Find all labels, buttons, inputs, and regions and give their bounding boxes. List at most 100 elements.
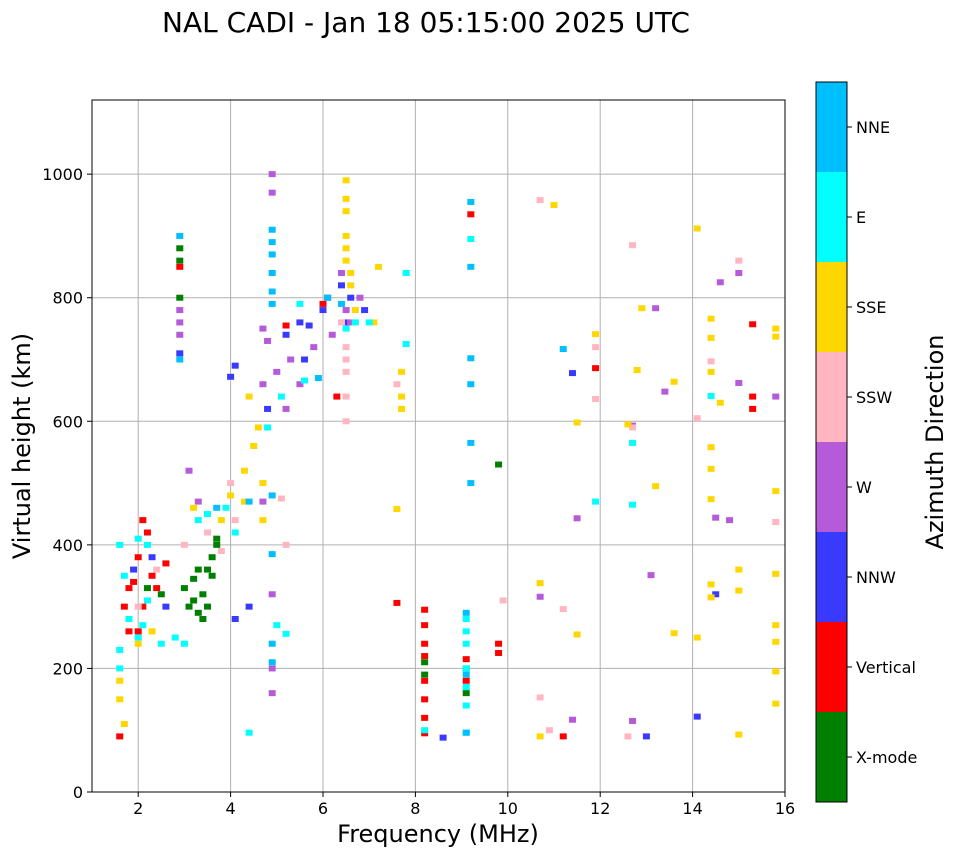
data-point-sse	[342, 257, 350, 264]
data-point-x-mode	[199, 591, 207, 598]
data-point-sse	[633, 367, 641, 374]
data-point-ssw	[707, 358, 715, 365]
data-point-ssw	[629, 242, 637, 249]
data-point-e	[629, 439, 637, 446]
data-point-sse	[772, 325, 780, 332]
colorbar-segment-e	[816, 172, 847, 262]
data-point-w	[310, 344, 318, 351]
data-point-vertical	[162, 560, 170, 567]
data-point-w	[268, 665, 276, 672]
data-point-ssw	[231, 517, 239, 524]
data-point-e	[462, 702, 470, 709]
data-point-x-mode	[180, 585, 188, 592]
data-point-ssw	[536, 197, 544, 204]
data-point-sse	[772, 488, 780, 495]
grid-lines	[92, 100, 785, 792]
data-point-w	[328, 331, 336, 338]
data-point-vertical	[749, 321, 757, 328]
data-point-e	[462, 683, 470, 690]
data-point-vertical	[462, 677, 470, 684]
data-point-x-mode	[421, 671, 429, 678]
data-point-sse	[351, 307, 359, 314]
data-point-vertical	[421, 640, 429, 647]
data-point-nne	[467, 198, 475, 205]
data-point-e	[116, 665, 124, 672]
data-point-sse	[116, 677, 124, 684]
colorbar-tick-label: E	[856, 208, 866, 227]
data-point-ssw	[342, 368, 350, 375]
data-point-nnw	[231, 362, 239, 369]
data-point-e	[402, 270, 410, 276]
data-point-e	[282, 630, 290, 637]
data-point-sse	[259, 517, 267, 524]
colorbar-segment-x-mode	[816, 712, 847, 802]
data-point-e	[462, 616, 470, 622]
data-point-w	[185, 467, 193, 474]
data-point-vertical	[421, 606, 429, 613]
data-point-sse	[134, 640, 142, 647]
data-point-sse	[693, 225, 701, 232]
data-point-w	[726, 517, 734, 524]
data-point-nnw	[337, 282, 345, 289]
data-point-x-mode	[208, 554, 216, 561]
data-point-sse	[240, 467, 248, 474]
data-point-w	[259, 498, 267, 505]
data-point-w	[652, 305, 660, 312]
data-point-x-mode	[176, 245, 184, 252]
data-point-sse	[116, 696, 124, 703]
data-point-x-mode	[157, 591, 165, 598]
data-points	[116, 171, 780, 741]
data-point-e	[462, 665, 470, 672]
data-point-x-mode	[495, 461, 503, 468]
data-point-sse	[652, 483, 660, 490]
data-point-sse	[398, 368, 406, 375]
data-point-ssw	[592, 344, 600, 351]
data-point-w	[647, 572, 655, 579]
data-point-nnw	[296, 319, 304, 326]
data-point-e	[629, 501, 637, 508]
data-point-sse	[707, 496, 715, 503]
data-point-ssw	[227, 480, 235, 487]
data-point-sse	[550, 202, 558, 209]
data-point-w	[268, 690, 276, 697]
data-point-sse	[772, 668, 780, 675]
data-point-nne	[467, 381, 475, 388]
data-point-e	[143, 597, 151, 604]
data-point-nne	[268, 659, 276, 666]
data-point-e	[204, 510, 211, 517]
data-point-vertical	[421, 730, 429, 737]
data-point-vertical	[120, 603, 128, 610]
data-point-x-mode	[143, 585, 151, 592]
data-point-vertical	[134, 628, 142, 635]
data-point-w	[273, 368, 281, 375]
data-point-w	[342, 307, 350, 314]
data-point-ssw	[559, 606, 567, 613]
data-point-sse	[638, 305, 646, 312]
data-point-ssw	[204, 529, 211, 536]
data-point-sse	[573, 631, 581, 638]
data-point-w	[629, 717, 637, 724]
data-point-ssw	[337, 319, 345, 326]
data-point-w	[259, 381, 267, 388]
data-point-nne	[268, 551, 276, 558]
data-point-nnw	[305, 322, 313, 329]
data-point-vertical	[421, 696, 429, 703]
colorbar-tick-label: Vertical	[856, 658, 916, 677]
data-point-w	[735, 379, 743, 386]
data-point-e	[273, 622, 281, 629]
data-point-e	[231, 529, 239, 536]
data-point-e	[421, 727, 429, 734]
data-point-w	[712, 514, 720, 521]
colorbar-segment-nnw	[816, 532, 847, 622]
y-tick-label: 200	[52, 659, 83, 678]
data-point-e	[125, 616, 133, 622]
data-point-e	[116, 541, 124, 548]
data-point-w	[176, 331, 184, 338]
data-point-nne	[559, 345, 567, 352]
data-point-nnw	[439, 734, 447, 741]
data-point-nne	[268, 226, 276, 233]
data-point-sse	[370, 319, 378, 326]
data-point-e	[351, 319, 359, 326]
data-point-ssw	[342, 393, 350, 400]
data-point-sse	[342, 245, 350, 252]
